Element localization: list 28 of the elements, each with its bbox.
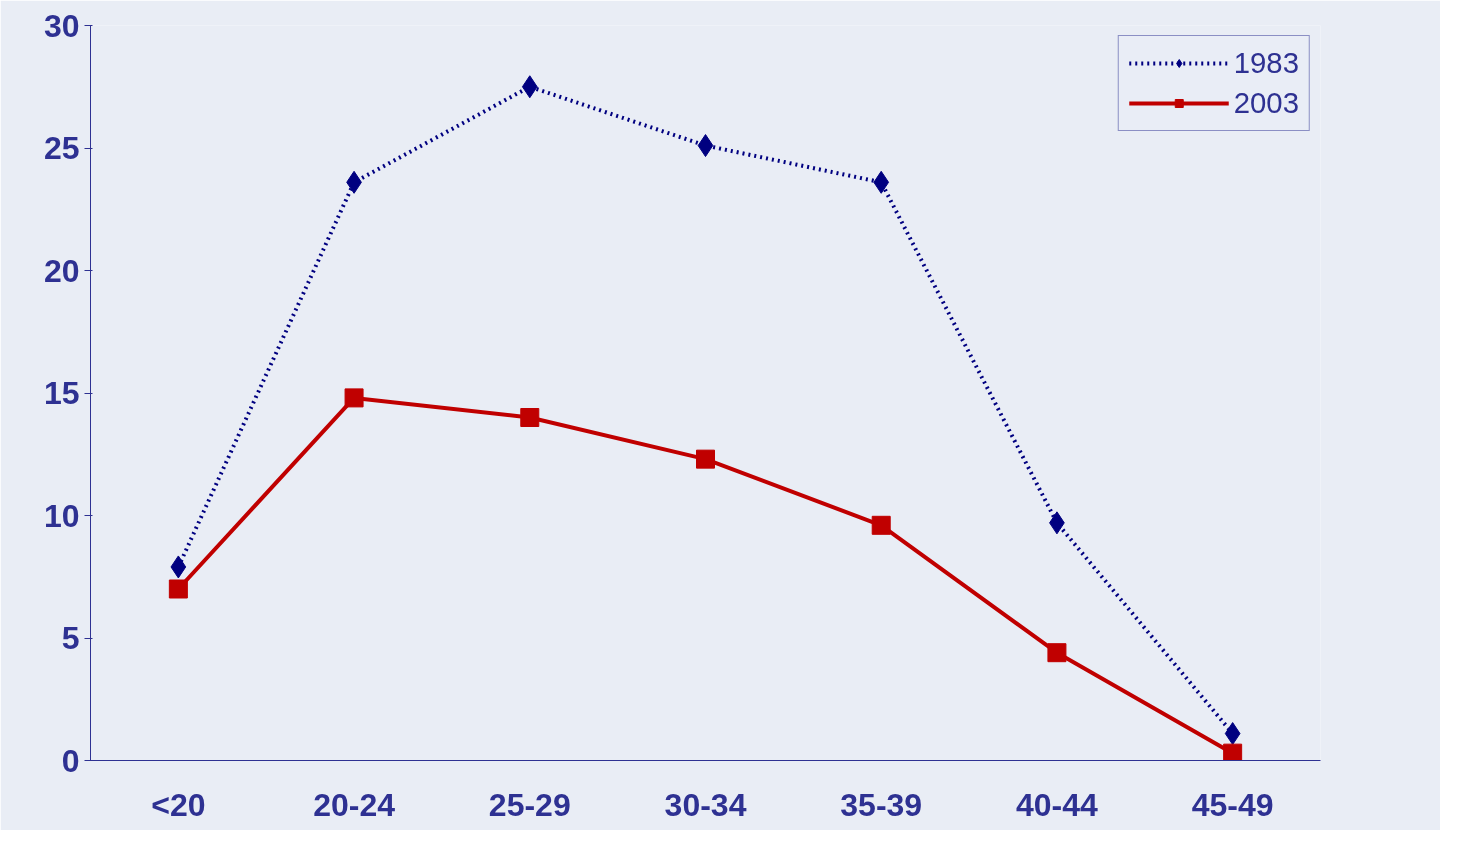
point	[344, 388, 364, 408]
y-tick-label: 10	[43, 497, 80, 534]
point	[168, 579, 188, 599]
x-tick-label: 20-24	[313, 786, 396, 823]
point	[521, 75, 538, 99]
y-tick-label: 5	[61, 620, 80, 656]
y-tick-label: 30	[43, 7, 80, 44]
x-tick-label: 35-39	[840, 786, 923, 823]
point	[871, 515, 891, 535]
x-tick-label: 45-49	[1191, 786, 1274, 823]
x-tick-label: 30-34	[664, 786, 747, 823]
point	[1224, 722, 1241, 746]
point	[697, 134, 714, 158]
x-tick-label: <20	[151, 786, 206, 823]
point	[1047, 643, 1067, 663]
legend-label: 1983	[1233, 46, 1299, 80]
point	[873, 170, 890, 194]
point	[520, 408, 540, 427]
y-tick-label: 25	[43, 130, 80, 166]
x-tick-label: 40-44	[1016, 786, 1099, 823]
y-tick-label: 0	[61, 742, 80, 779]
y-tick-label: 20	[43, 252, 80, 289]
x-tick-label: 25-29	[488, 786, 571, 823]
point	[170, 555, 187, 579]
point	[1223, 743, 1243, 761]
legend-label: 2003	[1233, 86, 1299, 120]
y-tick-label: 15	[43, 375, 80, 411]
point	[696, 449, 715, 469]
